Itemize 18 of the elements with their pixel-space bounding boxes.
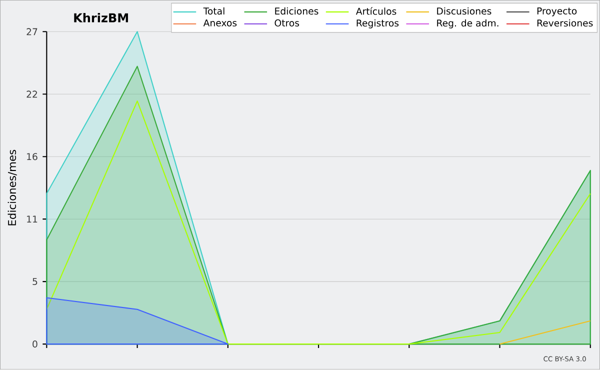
y-tick-label: 22 (26, 90, 38, 98)
chart-title: KhrizBM (74, 13, 128, 22)
legend-label: Registros (356, 19, 399, 29)
y-axis-title: Ediciones/mes (8, 150, 17, 226)
legend-label: Total (203, 8, 224, 15)
y-tick-label: 0 (32, 340, 38, 348)
y-tick-label: 11 (27, 216, 38, 223)
legend-label: Discusiones (437, 8, 492, 15)
legend-label: Ediciones (275, 8, 318, 15)
y-tick-label: 16 (27, 153, 38, 160)
legend-label: Reg. de adm. (437, 19, 498, 29)
y-tick-label: 27 (26, 28, 38, 36)
legend-label: Otros (274, 20, 300, 27)
legend-label: Artículos (356, 7, 396, 15)
legend-label: Reversiones (537, 19, 593, 27)
legend-label: Anexos (203, 20, 237, 27)
y-tick-label: 5 (32, 278, 38, 286)
legend-label: Proyecto (537, 8, 577, 16)
